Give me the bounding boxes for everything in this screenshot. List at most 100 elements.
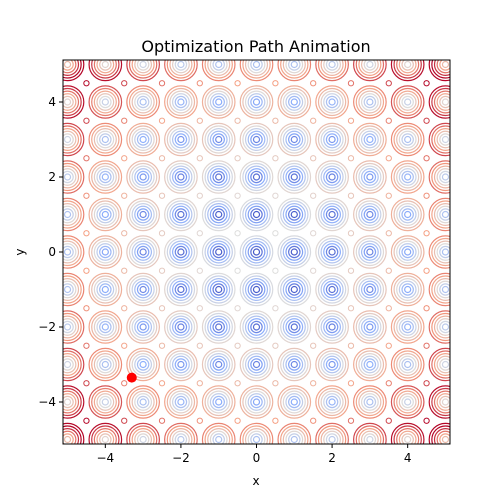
contour-line (63, 312, 82, 342)
contour-line (244, 165, 269, 189)
contour-line (101, 98, 109, 106)
contour-line (121, 417, 128, 424)
contour-line (358, 315, 382, 339)
contour-line (250, 60, 263, 71)
y-axis: −4 −2 0 2 4 (38, 95, 63, 409)
contour-line (280, 162, 309, 192)
contour-line (288, 395, 301, 409)
contour-line (358, 203, 382, 226)
contour-line (404, 248, 412, 256)
contour-line (101, 360, 109, 369)
contour-line (101, 135, 109, 144)
contour-line (439, 133, 450, 146)
contour-line (169, 165, 193, 189)
contour-line (360, 280, 379, 299)
contour-line (88, 235, 123, 269)
contour-line (315, 197, 349, 232)
contour-line (247, 243, 266, 261)
contour-line (88, 422, 123, 444)
contour-line (63, 128, 80, 151)
contour-line (353, 272, 387, 307)
contour-line (99, 320, 112, 334)
contour-line (398, 93, 417, 111)
contour-line (441, 323, 450, 331)
contour-line (96, 93, 115, 111)
contour-line (285, 205, 304, 224)
contour-line (328, 60, 336, 69)
contour-line (277, 347, 312, 382)
contour-line (285, 280, 304, 299)
contour-line (174, 395, 188, 409)
contour-line (404, 360, 412, 369)
contour-line (88, 122, 123, 157)
y-tick-label: 2 (48, 170, 56, 184)
contour-line (242, 425, 271, 444)
contour-line (401, 95, 414, 109)
contour-line (282, 353, 306, 376)
contour-line (83, 230, 90, 237)
contour-line (247, 280, 266, 299)
contour-line (423, 155, 430, 162)
contour-line (131, 353, 155, 376)
contour-line (212, 245, 225, 259)
contour-line (280, 60, 309, 79)
contour-line (234, 80, 241, 87)
contour-line (215, 398, 223, 406)
contour-line (139, 135, 147, 144)
contour-line (433, 128, 450, 151)
contour-line (360, 93, 379, 111)
contour-line (396, 90, 420, 114)
contour-line (121, 192, 128, 199)
contour-line (239, 385, 274, 419)
contour-line (250, 433, 263, 444)
contour-line (431, 60, 450, 79)
contour-line (366, 98, 374, 106)
contour-line (234, 342, 241, 349)
contour-line (63, 205, 77, 224)
contour-line (128, 312, 158, 342)
contour-line (207, 390, 231, 414)
contour-line (88, 385, 123, 419)
contour-line (63, 428, 80, 444)
contour-line (252, 98, 261, 106)
contour-line (134, 318, 153, 336)
contour-line (131, 240, 155, 264)
contour-line (404, 135, 412, 144)
contour-line (317, 125, 347, 154)
contour-line (121, 305, 128, 312)
contour-line (272, 192, 279, 199)
contour-line (169, 203, 193, 226)
contour-line (88, 347, 123, 382)
contour-line (101, 60, 109, 69)
contour-line (288, 320, 301, 334)
contour-line (396, 353, 420, 376)
contour-line (433, 203, 450, 226)
contour-line (285, 93, 304, 111)
contour-line (239, 272, 274, 307)
contour-line (136, 95, 150, 109)
contour-line (63, 160, 85, 194)
contour-line (441, 60, 450, 69)
contour-line (436, 205, 450, 224)
contour-line (201, 60, 236, 82)
contour-line (353, 422, 387, 444)
contour-line (366, 323, 374, 331)
contour-line (396, 428, 420, 444)
contour-line (277, 235, 312, 269)
contour-line (63, 240, 80, 264)
contour-line (169, 128, 193, 151)
contour-line (63, 208, 74, 221)
contour-line (126, 197, 160, 232)
contour-line (99, 395, 112, 409)
contour-line (121, 155, 128, 162)
contour-line (404, 285, 412, 294)
contour-line (171, 243, 190, 261)
contour-line (96, 205, 115, 224)
contour-line (171, 130, 190, 149)
contour-line (63, 130, 77, 149)
contour-line (317, 425, 347, 444)
contour-line (282, 60, 306, 76)
contour-line (355, 125, 385, 154)
contour-line (164, 347, 198, 382)
contour-line (252, 173, 261, 181)
